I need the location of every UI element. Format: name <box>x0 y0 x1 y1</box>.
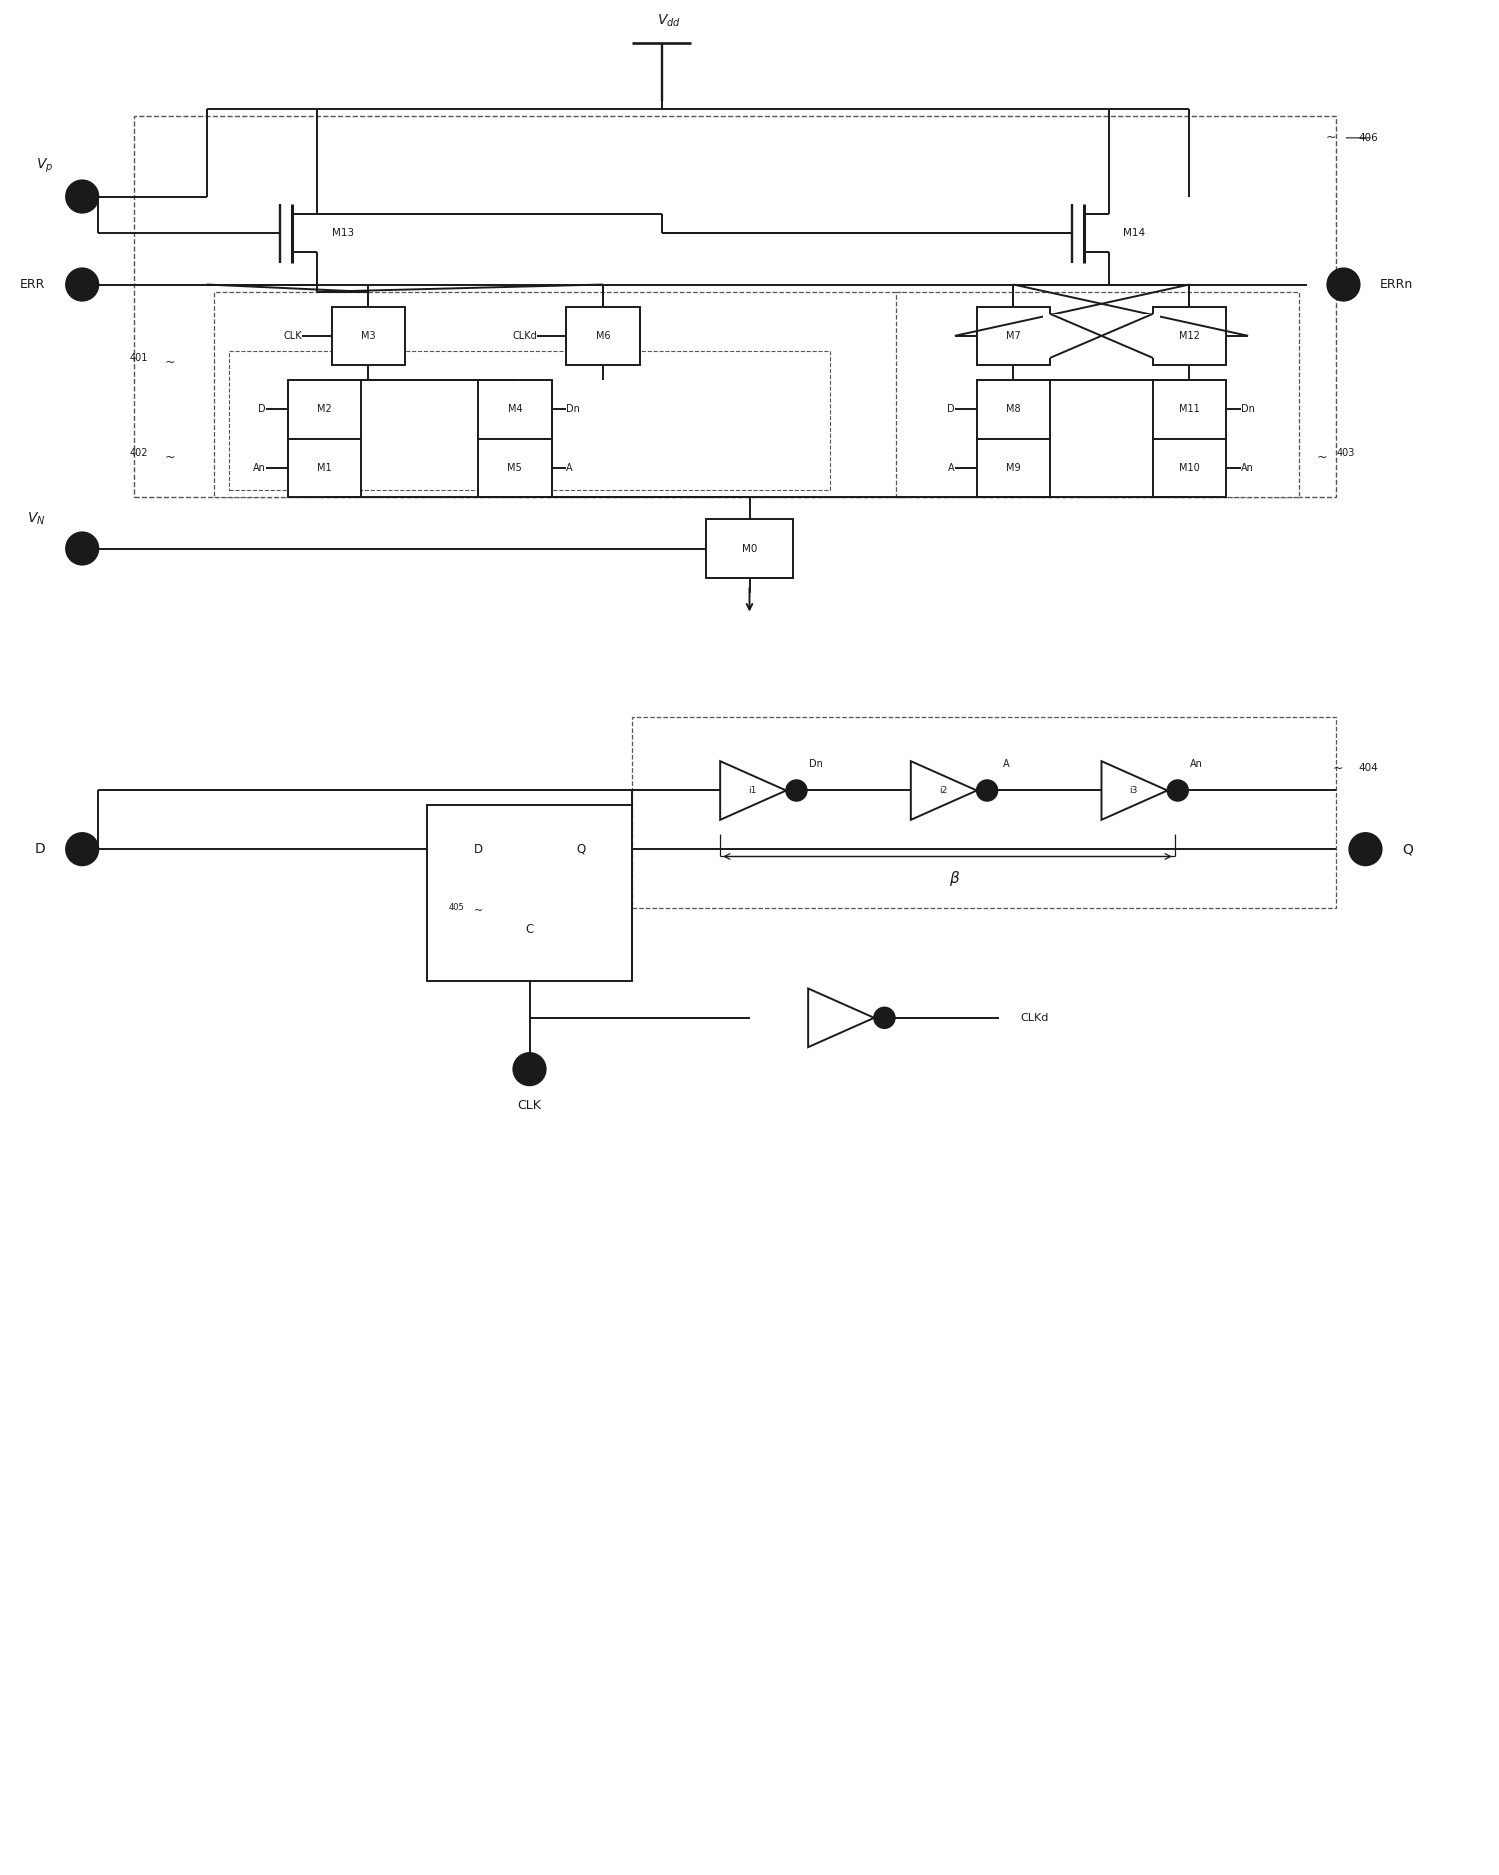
Circle shape <box>66 180 99 212</box>
Text: An: An <box>1190 759 1204 769</box>
Bar <box>1153 439 1226 497</box>
Text: 403: 403 <box>1336 448 1355 458</box>
Text: Dn: Dn <box>567 405 580 414</box>
Text: A: A <box>1003 759 1009 769</box>
Text: $V_N$: $V_N$ <box>27 510 45 527</box>
Text: M6: M6 <box>595 330 610 341</box>
Bar <box>427 804 633 981</box>
Bar <box>1153 306 1226 366</box>
Text: Dn: Dn <box>808 759 823 769</box>
Text: i3: i3 <box>1130 786 1138 795</box>
Bar <box>567 306 640 366</box>
Text: M0: M0 <box>742 544 757 553</box>
Bar <box>229 351 830 489</box>
Text: D: D <box>34 842 45 857</box>
Text: 402: 402 <box>130 448 148 458</box>
Text: M8: M8 <box>1006 405 1021 414</box>
Text: CLK: CLK <box>517 1099 541 1112</box>
Circle shape <box>1168 780 1189 801</box>
Text: M10: M10 <box>1180 463 1199 472</box>
Text: Dn: Dn <box>1241 405 1255 414</box>
Bar <box>977 439 1051 497</box>
Circle shape <box>66 832 99 864</box>
Text: D: D <box>474 842 483 855</box>
Text: D: D <box>947 405 955 414</box>
Text: ERR: ERR <box>19 278 45 291</box>
Text: ~: ~ <box>1316 452 1327 465</box>
Text: M3: M3 <box>361 330 375 341</box>
Text: ~: ~ <box>165 452 175 465</box>
Bar <box>1153 381 1226 439</box>
Text: M2: M2 <box>316 405 331 414</box>
Bar <box>331 306 405 366</box>
Text: Q: Q <box>576 842 586 855</box>
Text: C: C <box>525 922 534 936</box>
Text: An: An <box>253 463 265 472</box>
Text: M11: M11 <box>1180 405 1199 414</box>
Text: 401: 401 <box>130 352 148 364</box>
Text: M14: M14 <box>1123 229 1145 238</box>
Text: M7: M7 <box>1006 330 1021 341</box>
Circle shape <box>1349 832 1382 864</box>
Bar <box>478 381 552 439</box>
Bar <box>977 306 1051 366</box>
Bar <box>1043 313 1160 358</box>
Circle shape <box>66 268 99 300</box>
Text: ~: ~ <box>1333 761 1343 774</box>
Bar <box>478 439 552 497</box>
Bar <box>706 519 793 578</box>
Text: 405: 405 <box>448 904 465 913</box>
Text: M5: M5 <box>508 463 522 472</box>
Text: $V_p$: $V_p$ <box>36 156 52 174</box>
Bar <box>896 292 1300 497</box>
Text: M13: M13 <box>331 229 354 238</box>
Text: i1: i1 <box>748 786 757 795</box>
Circle shape <box>785 780 806 801</box>
Text: $\beta$: $\beta$ <box>949 868 961 889</box>
Text: CLKd: CLKd <box>1021 1013 1049 1024</box>
Text: $V_{dd}$: $V_{dd}$ <box>657 13 681 28</box>
Circle shape <box>1327 268 1360 300</box>
Circle shape <box>513 1054 546 1086</box>
Bar <box>288 439 361 497</box>
Circle shape <box>874 1007 895 1028</box>
Text: 404: 404 <box>1358 763 1378 774</box>
Text: An: An <box>1241 463 1253 472</box>
Text: M4: M4 <box>508 405 522 414</box>
Text: M12: M12 <box>1180 330 1199 341</box>
Bar <box>133 116 1336 497</box>
Text: M1: M1 <box>316 463 331 472</box>
Text: i2: i2 <box>938 786 947 795</box>
Bar <box>633 716 1336 908</box>
Circle shape <box>977 780 997 801</box>
Text: A: A <box>949 463 955 472</box>
Text: D: D <box>258 405 265 414</box>
Text: Q: Q <box>1402 842 1414 857</box>
Text: CLK: CLK <box>283 330 303 341</box>
Bar <box>214 292 904 497</box>
Text: ~: ~ <box>1325 131 1336 144</box>
Text: CLKd: CLKd <box>513 330 537 341</box>
Text: 406: 406 <box>1358 133 1378 142</box>
Circle shape <box>66 532 99 564</box>
Bar <box>288 381 361 439</box>
Text: ERRn: ERRn <box>1381 278 1414 291</box>
Text: ~: ~ <box>165 356 175 369</box>
Bar <box>977 381 1051 439</box>
Text: A: A <box>567 463 573 472</box>
Text: ~: ~ <box>474 906 483 915</box>
Text: M9: M9 <box>1006 463 1021 472</box>
